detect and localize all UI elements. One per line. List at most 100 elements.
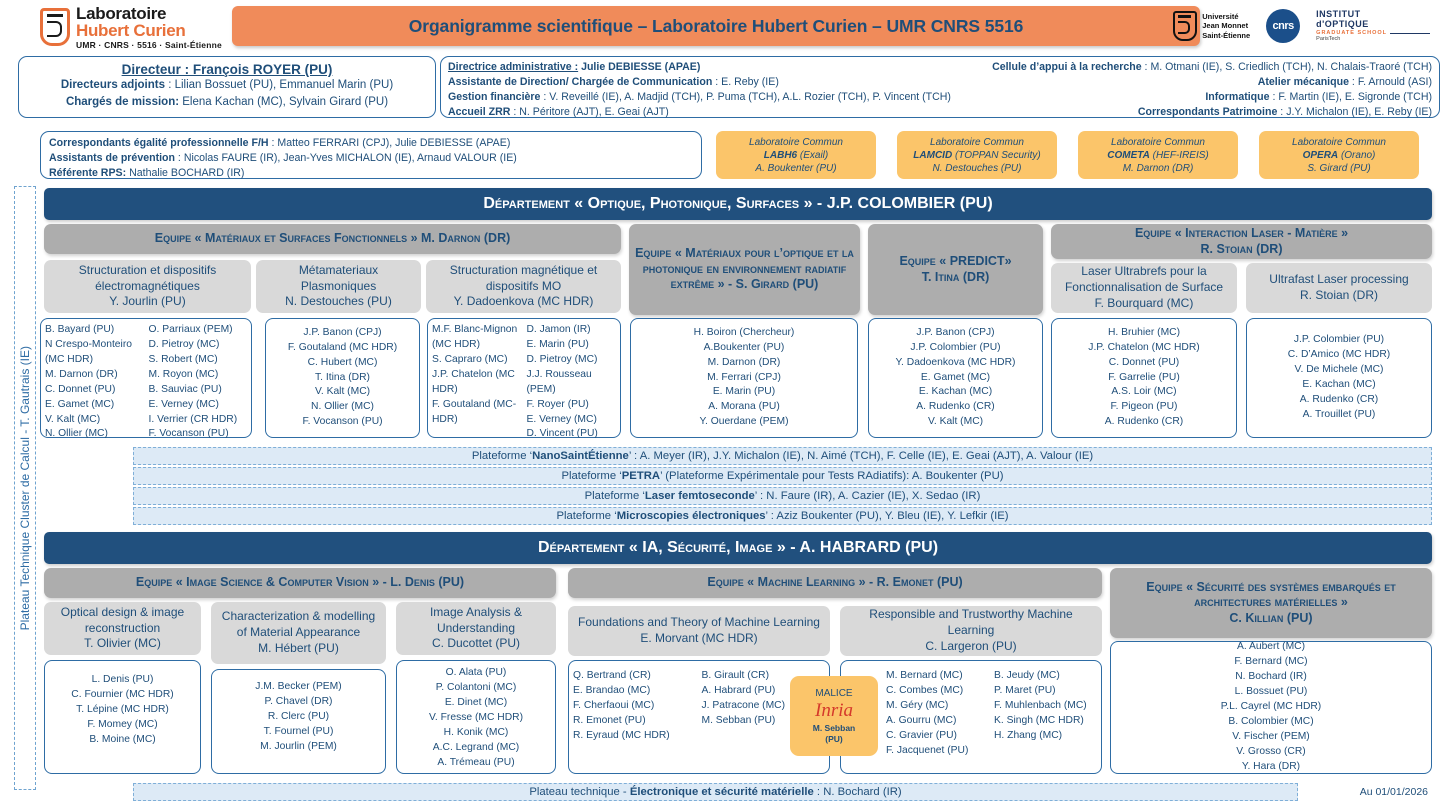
subtheme-title: Characterization & modelling of Material… bbox=[221, 609, 376, 655]
member: M. Darnon (DR) bbox=[707, 356, 781, 368]
subtheme-title: Ultrafast Laser processing R. Stoian (DR… bbox=[1269, 272, 1409, 302]
joint-lab-name: COMETA bbox=[1107, 149, 1150, 161]
member: Y. Ouerdane (PEM) bbox=[699, 416, 789, 428]
member: R. Clerc (PU) bbox=[267, 710, 330, 722]
members-ultrafast-laser-processing: J.P. Colombier (PU) C. D’Amico (MC HDR) … bbox=[1246, 318, 1432, 438]
platform-members: ’ : A. Meyer (IR), J.Y. Michalon (IE), N… bbox=[628, 450, 1094, 462]
member: F. Goutaland (MC-HDR) bbox=[432, 398, 517, 425]
member: M. Ferrari (CPJ) bbox=[707, 371, 781, 383]
subtheme-header-laser-ultrabrefs: Laser Ultrabrefs pour la Fonctionnalisat… bbox=[1051, 263, 1237, 313]
member: F. Muhlenbach (MC) bbox=[994, 699, 1087, 711]
joint-lab-name: LAMCID bbox=[913, 149, 953, 161]
member: M. Royon (MC) bbox=[148, 368, 219, 380]
member: C. Donnet (PU) bbox=[45, 383, 116, 395]
platform-prefix: Plateforme ‘ bbox=[584, 490, 645, 502]
member: J.J. Rousseau (PEM) bbox=[526, 368, 592, 395]
member: B. Colombier (MC) bbox=[1228, 715, 1314, 727]
member: P. Colantoni (MC) bbox=[435, 681, 517, 693]
member: C. Fournier (MC HDR) bbox=[71, 688, 174, 700]
joint-lab-heading: Laboratoire Commun bbox=[930, 136, 1024, 148]
sep: : bbox=[1269, 91, 1279, 104]
rps-value: Nathalie BOCHARD (IR) bbox=[129, 167, 245, 180]
sep: : bbox=[1141, 61, 1151, 73]
admin-row-1: Directrice administrative : Julie DEBIES… bbox=[448, 60, 1432, 75]
member: M. Sebban (PU) bbox=[701, 714, 776, 726]
member: L. Bossuet (PU) bbox=[1234, 686, 1308, 698]
member: Q. Bertrand (CR) bbox=[573, 670, 651, 681]
admin-row-3: Gestion financière : V. Reveillé (IE), A… bbox=[448, 90, 1432, 105]
patrimoine-label: Correspondants Patrimoine bbox=[1137, 106, 1278, 119]
member: A. Aubert (MC) bbox=[1236, 641, 1306, 653]
platform-name: Électronique et sécurité matérielle bbox=[629, 786, 814, 798]
member: C. D’Amico (MC HDR) bbox=[1287, 349, 1391, 361]
it-label: Informatique bbox=[1205, 91, 1270, 104]
member: E. Gamet (MC) bbox=[45, 398, 115, 410]
platform-prefix: Plateforme ‘ bbox=[471, 450, 533, 462]
member-column-left: Q. Bertrand (CR) E. Brandao (MC) F. Cher… bbox=[573, 669, 696, 769]
iog-line-3: GRADUATE SCHOOL bbox=[1316, 29, 1387, 36]
member: J. Patracone (MC) bbox=[701, 699, 786, 711]
member: R. Eyraud (MC HDR) bbox=[573, 729, 670, 741]
accueil-zrr-label: Accueil ZRR bbox=[448, 106, 511, 119]
it-line: Informatique : F. Martin (IE), E. Sigron… bbox=[1205, 90, 1432, 105]
prevention-label: Assistants de prévention bbox=[49, 152, 175, 165]
member: F. Vocanson (PU) bbox=[148, 428, 229, 440]
subtheme-title: Foundations and Theory of Machine Learni… bbox=[578, 615, 820, 645]
subtheme-header-metamateriaux-plasmoniques: Métamateriaux Plasmoniques N. Destouches… bbox=[256, 260, 421, 313]
iog-lines-icon bbox=[1390, 18, 1430, 34]
research-support-label: Cellule d’appui à la recherche bbox=[992, 61, 1142, 73]
member: O. Alata (PU) bbox=[445, 667, 507, 678]
member: B. Jeudy (MC) bbox=[994, 670, 1060, 681]
members-responsible-trustworthy-ml: M. Bernard (MC) C. Combes (MC) M. Géry (… bbox=[840, 660, 1102, 774]
subtheme-header-image-analysis-understanding: Image Analysis & Understanding C. Ducott… bbox=[396, 602, 556, 655]
deputy-directors-line: Directeurs adjoints : Lilian Bossuet (PU… bbox=[25, 77, 429, 94]
member: T. Fournel (PU) bbox=[263, 725, 334, 737]
director-title: Directeur : François ROYER (PU) bbox=[121, 62, 333, 77]
joint-lab-lead: A. Boukenter (PU) bbox=[755, 162, 837, 174]
member: M. Géry (MC) bbox=[886, 699, 949, 711]
joint-lab-cometa: Laboratoire Commun COMETA (HEF-IREIS) M.… bbox=[1078, 131, 1238, 179]
iog-line-4: ParisTech bbox=[1316, 35, 1341, 42]
subtheme-title: Métamateriaux Plasmoniques N. Destouches… bbox=[285, 262, 392, 309]
ujm-line-3: Saint-Étienne bbox=[1202, 30, 1251, 40]
malice-title: MALICE bbox=[815, 688, 853, 700]
member: V. Grosso (CR) bbox=[1236, 745, 1306, 757]
platform-microscopies-electroniques: Plateforme ‘Microscopies électroniques’ … bbox=[133, 507, 1432, 525]
assistant-direction-label: Assistante de Direction/ Chargée de Comm… bbox=[448, 76, 713, 89]
member: I. Verrier (CR HDR) bbox=[148, 413, 238, 425]
malice-lead: M. Sebban (PU) bbox=[812, 723, 856, 744]
ujm-line-2: Jean Monnet bbox=[1202, 21, 1249, 31]
sep: : bbox=[1348, 76, 1358, 89]
team-header-predict: Equipe « PREDICT» T. Itina (DR) bbox=[868, 224, 1043, 315]
platform-nanosaintetienne: Plateforme ‘NanoSaintÉtienne’ : A. Meyer… bbox=[133, 447, 1432, 465]
member: C. Hubert (MC) bbox=[307, 356, 378, 368]
logo-line-3: UMR · CNRS · 5516 · Saint-Étienne bbox=[76, 39, 222, 50]
member: E. Kachan (MC) bbox=[918, 386, 993, 398]
plateau-cluster-calcul-strip: Plateau Technique Cluster de Calcul - T.… bbox=[14, 186, 36, 790]
joint-lab-lead: S. Girard (PU) bbox=[1307, 162, 1371, 174]
platform-prefix: Plateau technique - bbox=[529, 786, 630, 798]
accueil-zrr-value: N. Péritore (AJT), E. Geai (AJT) bbox=[519, 106, 669, 119]
member: E. Marin (PU) bbox=[712, 386, 776, 398]
member: E. Verney (MC) bbox=[526, 413, 597, 425]
member: A.C. Legrand (MC) bbox=[432, 741, 520, 753]
joint-lab-lead: M. Darnon (DR) bbox=[1122, 162, 1194, 174]
iog-line-2: d'OPTIQUE bbox=[1316, 18, 1369, 29]
member: J.P. Banon (CPJ) bbox=[303, 326, 382, 338]
member: T. Lépine (MC HDR) bbox=[76, 703, 169, 715]
research-support-line: Cellule d’appui à la recherche : M. Otma… bbox=[992, 60, 1432, 75]
subtheme-header-optical-design-image-reconstruction: Optical design & image reconstruction T.… bbox=[44, 602, 201, 655]
mechanical-workshop-line: Atelier mécanique : F. Arnould (ASI) bbox=[1258, 75, 1432, 90]
joint-lab-lamcid: Laboratoire Commun LAMCID (TOPPAN Securi… bbox=[897, 131, 1057, 179]
member: T. Itina (DR) bbox=[315, 371, 370, 383]
joint-lab-name: OPERA bbox=[1302, 149, 1339, 161]
subtheme-title: Laser Ultrabrefs pour la Fonctionnalisat… bbox=[1064, 264, 1224, 310]
department-banner-ia-securite-image: Département « IA, Sécurité, Image » - A.… bbox=[44, 532, 1432, 564]
sep: : bbox=[712, 76, 722, 89]
members-image-analysis-understanding: O. Alata (PU) P. Colantoni (MC) E. Dinet… bbox=[396, 660, 556, 774]
mechanical-workshop-label: Atelier mécanique bbox=[1257, 76, 1349, 89]
member: H. Zhang (MC) bbox=[994, 729, 1063, 741]
member: J.P. Colombier (PU) bbox=[910, 341, 1001, 353]
administration-box: Directrice administrative : Julie DEBIES… bbox=[440, 56, 1440, 118]
member: F. Cherfaoui (MC) bbox=[573, 699, 655, 711]
